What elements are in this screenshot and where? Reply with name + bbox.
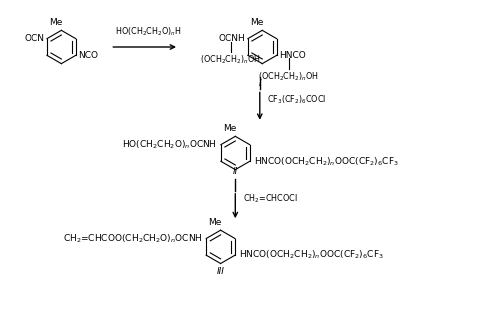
Text: OCN: OCN bbox=[24, 34, 44, 43]
Text: Me: Me bbox=[250, 18, 264, 27]
Text: NCO: NCO bbox=[78, 51, 98, 60]
Text: CH$_2$=CHCOO(CH$_2$CH$_2$O)$_n$OCNH: CH$_2$=CHCOO(CH$_2$CH$_2$O)$_n$OCNH bbox=[63, 232, 202, 245]
Text: II: II bbox=[232, 167, 238, 176]
Text: HNCO(OCH$_2$CH$_2$)$_n$OOC(CF$_2$)$_6$CF$_3$: HNCO(OCH$_2$CH$_2$)$_n$OOC(CF$_2$)$_6$CF… bbox=[239, 249, 384, 261]
Text: CH$_2$=CHCOCl: CH$_2$=CHCOCl bbox=[242, 192, 298, 205]
Text: Me: Me bbox=[49, 18, 62, 27]
Text: HO(CH$_2$CH$_2$O)$_n$OCNH: HO(CH$_2$CH$_2$O)$_n$OCNH bbox=[122, 138, 217, 151]
Text: HNCO: HNCO bbox=[279, 51, 306, 60]
Text: Me: Me bbox=[223, 124, 236, 133]
Text: Me: Me bbox=[208, 218, 222, 227]
Text: HO(CH$_2$CH$_2$O)$_n$H: HO(CH$_2$CH$_2$O)$_n$H bbox=[115, 25, 182, 38]
Text: HNCO(OCH$_2$CH$_2$)$_n$OOC(CF$_2$)$_6$CF$_3$: HNCO(OCH$_2$CH$_2$)$_n$OOC(CF$_2$)$_6$CF… bbox=[254, 155, 398, 167]
Text: III: III bbox=[216, 267, 224, 276]
Text: OCNH: OCNH bbox=[218, 34, 246, 43]
Text: (OCH$_2$CH$_2$)$_n$OH: (OCH$_2$CH$_2$)$_n$OH bbox=[258, 70, 320, 83]
Text: CF$_3$(CF$_2$)$_6$COCl: CF$_3$(CF$_2$)$_6$COCl bbox=[267, 93, 326, 106]
Text: (OCH$_2$CH$_2$)$_n$OH: (OCH$_2$CH$_2$)$_n$OH bbox=[200, 54, 261, 66]
Text: I: I bbox=[258, 79, 261, 88]
